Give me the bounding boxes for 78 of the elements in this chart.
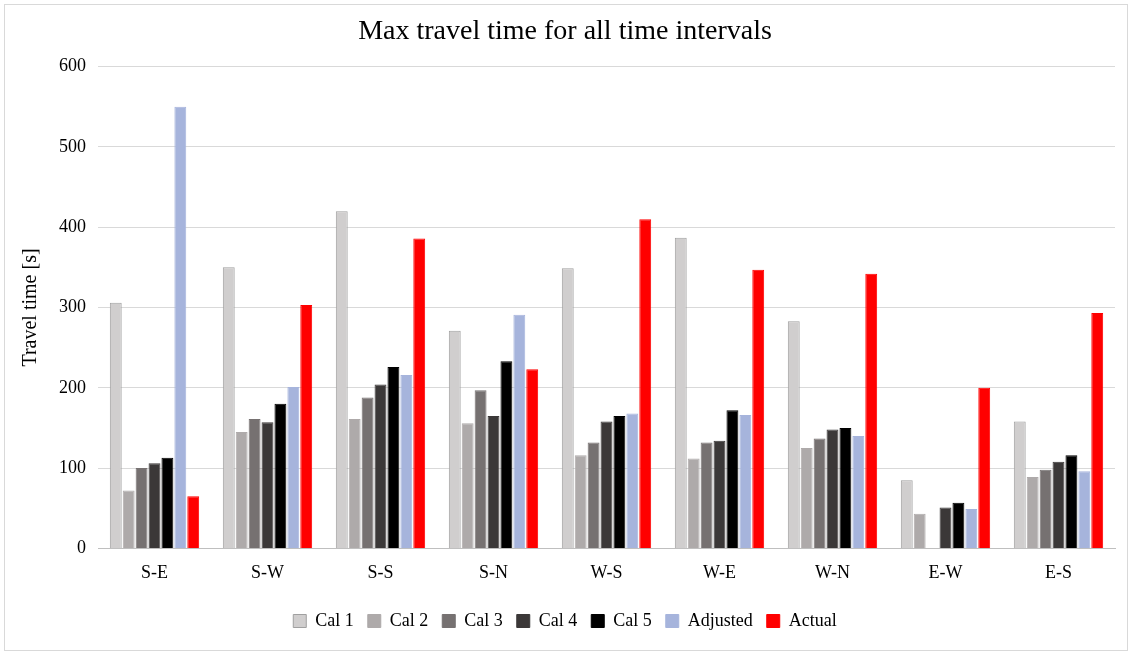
y-tick-label: 300	[59, 296, 86, 317]
x-tick-label: S-E	[141, 561, 168, 582]
bar	[613, 415, 626, 548]
bar	[287, 387, 300, 548]
bar	[700, 442, 713, 548]
bar	[274, 403, 287, 548]
bar	[626, 413, 639, 548]
bar	[122, 490, 135, 548]
x-tick-label: W-S	[590, 561, 623, 582]
y-tick-label: 500	[59, 135, 86, 156]
legend-label: Cal 4	[538, 609, 578, 630]
bar	[248, 419, 261, 548]
bar	[852, 435, 865, 548]
bar	[752, 269, 765, 548]
bar	[639, 219, 652, 548]
bar	[361, 397, 374, 548]
legend-label: Cal 5	[613, 609, 652, 630]
x-tick-label: W-E	[703, 561, 736, 582]
x-tick-label: S-N	[478, 561, 509, 582]
x-tick-label: S-S	[367, 561, 394, 582]
bar	[148, 463, 161, 548]
bar	[235, 431, 248, 548]
bar	[913, 513, 926, 548]
chart-title: Max travel time for all time intervals	[358, 14, 772, 46]
legend-label: Actual	[788, 609, 837, 630]
bar	[574, 455, 587, 548]
y-tick-label: 200	[59, 376, 86, 397]
y-tick-label: 600	[59, 55, 86, 76]
bar	[813, 438, 826, 548]
y-tick-label: 100	[59, 456, 86, 477]
bar	[374, 384, 387, 548]
legend-label: Cal 3	[464, 609, 503, 630]
bar	[135, 468, 148, 548]
legend-label: Adjusted	[687, 609, 753, 630]
bar	[400, 374, 413, 548]
bar	[800, 448, 813, 548]
y-tick-label: 0	[77, 537, 86, 558]
bar	[826, 429, 839, 548]
x-tick-label: E-S	[1045, 561, 1072, 582]
bar	[526, 369, 539, 548]
bar	[1091, 313, 1104, 548]
bar	[461, 423, 474, 548]
bar	[513, 314, 526, 548]
x-tick-label: E-W	[928, 561, 963, 582]
bar	[500, 361, 513, 548]
bar	[1026, 476, 1039, 548]
y-tick-label: 400	[59, 215, 86, 236]
bar	[713, 440, 726, 548]
bar	[487, 415, 500, 548]
bar	[1039, 469, 1052, 548]
bar	[300, 305, 313, 548]
bar	[939, 507, 952, 548]
bar	[600, 421, 613, 548]
bar	[687, 458, 700, 548]
bar	[587, 442, 600, 548]
bar	[1078, 471, 1091, 548]
y-axis-title: Travel time [s]	[18, 248, 41, 367]
bar	[348, 419, 361, 548]
bar	[174, 106, 187, 548]
bar	[387, 366, 400, 548]
bar	[1065, 455, 1078, 548]
bar	[187, 496, 200, 548]
legend-label: Cal 2	[389, 609, 429, 630]
bar	[726, 410, 739, 548]
bar	[965, 509, 978, 548]
x-tick-label: S-W	[251, 561, 284, 582]
bar	[261, 422, 274, 548]
bar	[1052, 461, 1065, 548]
x-tick-label: W-N	[815, 561, 850, 582]
bar	[839, 427, 852, 548]
bar	[474, 390, 487, 548]
legend-label: Cal 1	[315, 609, 354, 630]
bar	[161, 457, 174, 548]
bar	[978, 387, 991, 548]
bar	[952, 502, 965, 548]
bar	[865, 273, 878, 548]
bar	[413, 238, 426, 548]
bar	[739, 415, 752, 548]
